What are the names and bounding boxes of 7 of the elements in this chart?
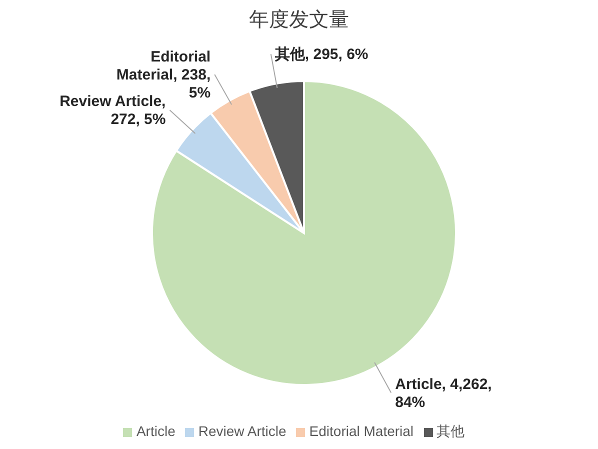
data-label: Article, 4,262, 84% — [395, 375, 492, 410]
legend-label: 其他 — [436, 423, 465, 439]
chart-title: 年度发文量 — [248, 8, 350, 33]
data-label: 其他, 295, 6% — [274, 46, 368, 63]
legend-label: Editorial Material — [309, 423, 414, 439]
legend-label: Review Article — [198, 423, 286, 439]
legend-label: Article — [136, 423, 176, 439]
